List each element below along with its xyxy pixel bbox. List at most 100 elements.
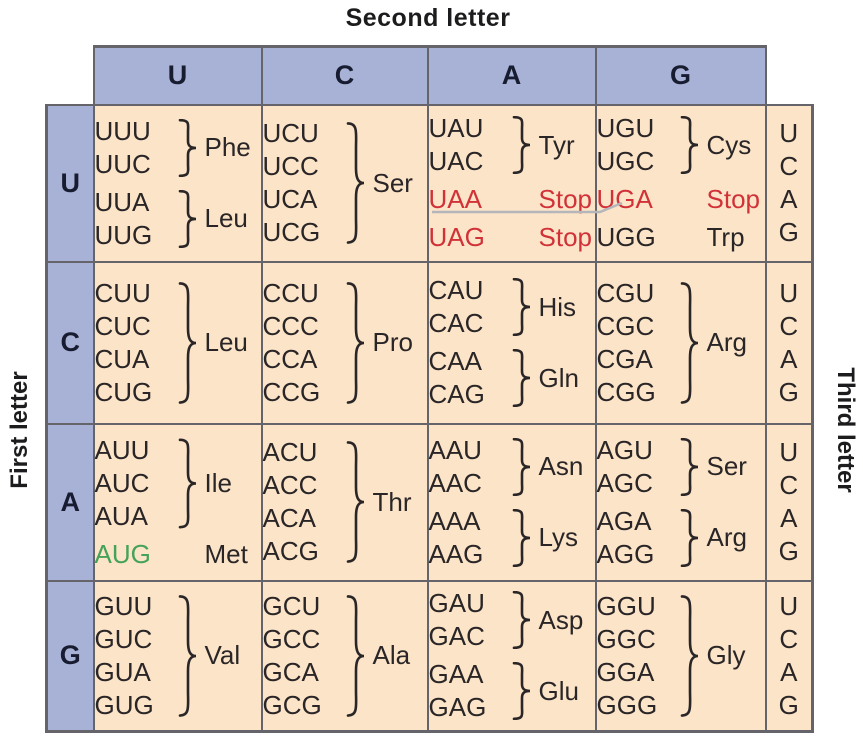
amino-acid-label: His xyxy=(538,291,577,322)
codon: GCA xyxy=(262,656,319,687)
codon-list: CGU CGC CGA CGG xyxy=(597,277,673,409)
brace-icon xyxy=(511,349,531,407)
codon-list: UAA xyxy=(429,183,505,216)
codon-table: U C A G U UUU UUC Phe UUA UUG Leu UCU UCC UCA UCG Ser UA… xyxy=(45,45,814,733)
codon: CUG xyxy=(94,376,153,407)
amino-acid-label: Met xyxy=(204,538,248,569)
codon: ACA xyxy=(262,503,316,533)
codon: GUC xyxy=(94,623,153,654)
codon: UAC xyxy=(428,146,484,176)
brace-icon xyxy=(511,509,531,567)
amino-acid-label: Cys xyxy=(706,129,752,160)
codon-list: AAU AAC xyxy=(429,434,505,500)
first-letter-label: First letter xyxy=(6,371,33,489)
codon: CCA xyxy=(262,343,318,374)
third-letter: G xyxy=(778,376,799,407)
codon-list: UGG xyxy=(597,221,673,254)
codon-cell-AU: AUU AUC AUA Ile AUG Met xyxy=(92,422,263,582)
brace-icon xyxy=(345,281,365,405)
codon-group: AGA AGG Arg xyxy=(597,505,765,571)
codon-list: UCU UCC UCA UCG xyxy=(263,117,339,249)
third-letter: C xyxy=(779,623,799,654)
amino-acid-label: Ala xyxy=(372,640,411,671)
codon-list: AAA AAG xyxy=(429,505,505,571)
amino-acid-label: Stop xyxy=(706,184,761,214)
codon: UUU xyxy=(94,115,151,146)
brace-icon xyxy=(177,594,197,718)
codon: CAA xyxy=(428,346,482,376)
codon-list: UUA UUG xyxy=(95,186,171,252)
codon: AAA xyxy=(428,505,481,536)
amino-acid-label: Gln xyxy=(538,362,579,393)
codon-group: UGA Stop xyxy=(597,183,765,216)
codon-list: ACU ACC ACA ACG xyxy=(263,436,339,568)
third-letter: A xyxy=(780,503,798,533)
row-header-U: U xyxy=(45,103,95,263)
codon-list: GAU GAC xyxy=(429,587,505,653)
codon: CUC xyxy=(94,310,151,341)
amino-acid-label: Asn xyxy=(538,451,584,481)
brace-icon xyxy=(511,116,531,174)
codon-group: CCU CCC CCA CCG Pro xyxy=(263,277,427,409)
codon-group: AAU AAC Asn xyxy=(429,434,595,500)
third-letter: U xyxy=(779,277,799,308)
codon: GAG xyxy=(428,692,487,723)
codon: UGG xyxy=(596,222,656,252)
codon-group: UGG Trp xyxy=(597,221,765,254)
codon: UGU xyxy=(596,113,655,143)
codon: UCA xyxy=(262,184,318,214)
codon-group: UAG Stop xyxy=(429,221,595,254)
codon: CCU xyxy=(262,277,319,308)
codon: UCU xyxy=(262,118,319,148)
row-header-G: G xyxy=(45,579,95,733)
column-header-G: G xyxy=(594,45,767,106)
codon: GAA xyxy=(428,659,484,690)
codon: AAC xyxy=(428,467,482,498)
codon-cell-CG: CGU CGC CGA CGG Arg xyxy=(594,260,767,425)
codon-group: GCU GCC GCA GCG Ala xyxy=(263,590,427,722)
third-letter: G xyxy=(778,536,799,566)
amino-acid-label: Leu xyxy=(204,203,248,233)
amino-acid-label: Stop xyxy=(538,222,593,252)
codon: GCU xyxy=(262,590,321,621)
codon: CGA xyxy=(596,343,653,374)
codon-group: AAA AAG Lys xyxy=(429,505,595,571)
amino-acid-label: Arg xyxy=(706,522,747,552)
corner-spacer-right xyxy=(765,46,813,105)
codon: UGA xyxy=(596,184,653,214)
codon: GCC xyxy=(262,623,321,654)
codon-group: CAA CAG Gln xyxy=(429,345,595,411)
codon-group: UUU UUC Phe xyxy=(95,115,261,181)
codon-table-body: U C A G U UUU UUC Phe UUA UUG Leu UCU UCC UCA UCG Ser UA… xyxy=(45,45,814,733)
codon-list: CUU CUC CUA CUG xyxy=(95,277,171,409)
row-header-A: A xyxy=(45,422,95,582)
codon-group: GGU GGC GGA GGG Gly xyxy=(597,590,765,722)
codon: CAG xyxy=(428,379,485,409)
codon-list: AUG xyxy=(95,538,171,571)
codon: GGG xyxy=(596,689,658,720)
codon-group: UUA UUG Leu xyxy=(95,186,261,252)
brace-icon xyxy=(345,594,365,718)
amino-acid-label: Ser xyxy=(372,167,413,198)
codon: AGU xyxy=(596,434,653,465)
codon: AAU xyxy=(428,434,482,465)
third-letter: A xyxy=(780,343,798,374)
codon: GCG xyxy=(262,689,322,720)
third-letter: G xyxy=(778,217,799,247)
third-letter: U xyxy=(779,118,799,148)
codon-group: UGU UGC Cys xyxy=(597,112,765,178)
codon-group: CAU CAC His xyxy=(429,274,595,340)
codon-list: UGU UGC xyxy=(597,112,673,178)
codon: GGU xyxy=(596,590,656,621)
third-letter: C xyxy=(779,151,799,181)
codon-list: AUU AUC AUA xyxy=(95,434,171,533)
third-letter-label: Third letter xyxy=(832,367,859,493)
codon-group: CUU CUC CUA CUG Leu xyxy=(95,277,261,409)
amino-acid-label: Pro xyxy=(372,327,413,357)
amino-acid-label: Ser xyxy=(706,451,747,481)
